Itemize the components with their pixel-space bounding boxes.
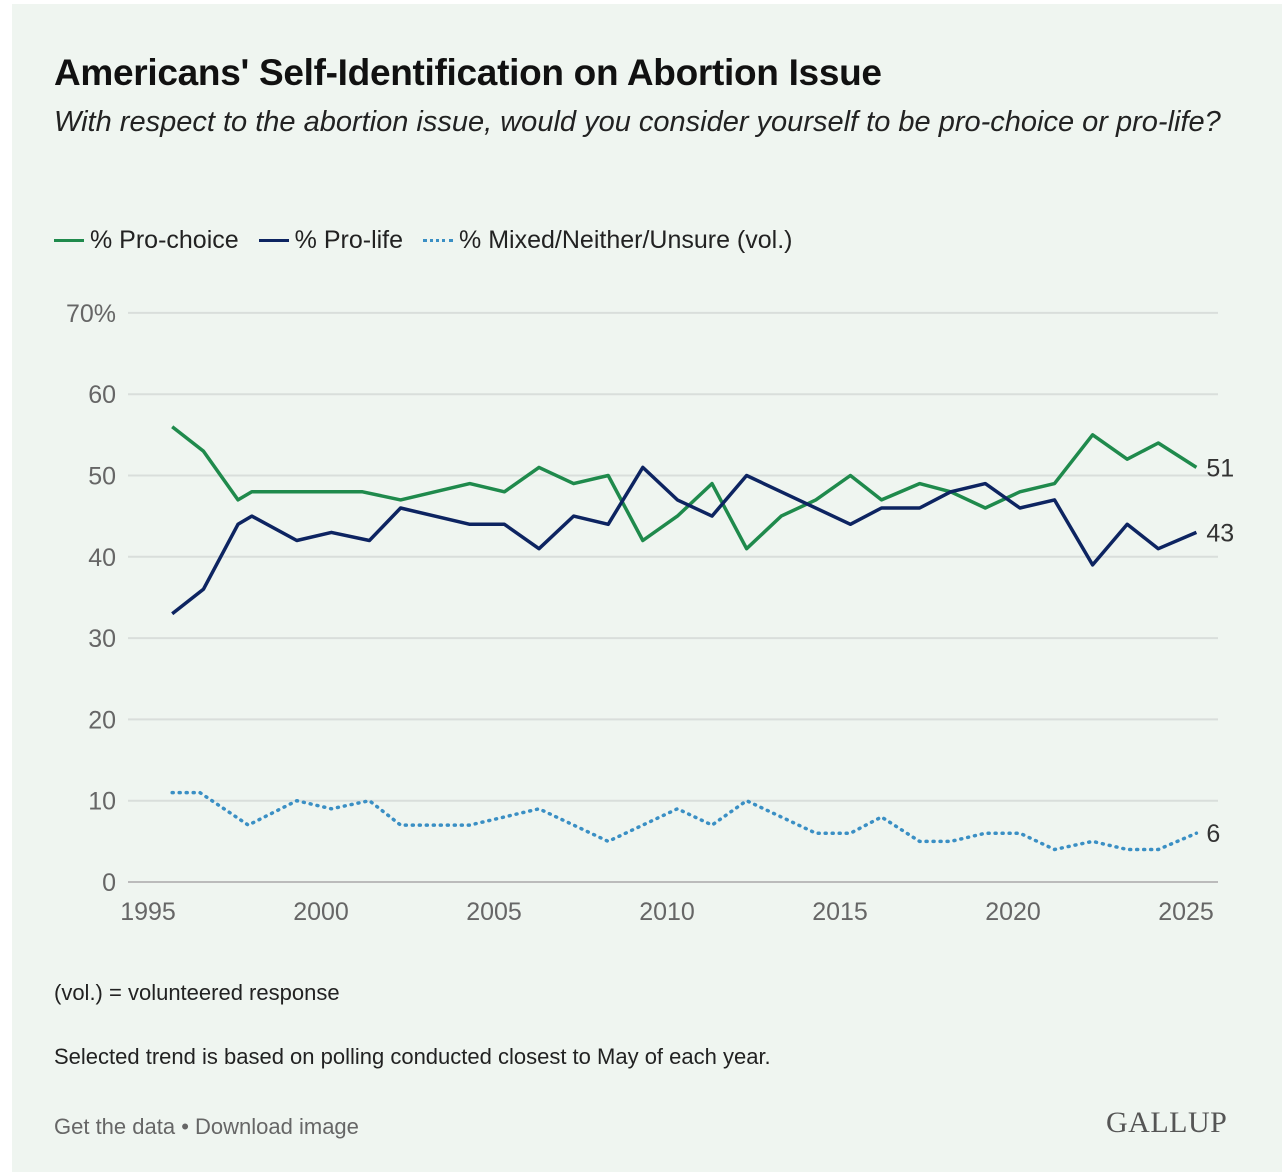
x-tick-label: 2020 (985, 898, 1041, 926)
y-tick-label: 0 (102, 869, 116, 897)
y-tick-label: 30 (88, 625, 116, 653)
y-tick-label: 10 (88, 788, 116, 816)
y-tick-label: 20 (88, 706, 116, 734)
legend-label: % Mixed/Neither/Unsure (vol.) (459, 226, 793, 254)
legend: % Pro-choice % Pro-life % Mixed/Neither/… (54, 226, 792, 255)
x-tick-label: 2000 (293, 898, 349, 926)
y-tick-label: 70% (66, 300, 116, 328)
x-tick-label: 2025 (1158, 898, 1214, 926)
x-tick-label: 1995 (120, 898, 176, 926)
vol-note: (vol.) = volunteered response (54, 980, 340, 1005)
x-tick-label: 2005 (466, 898, 522, 926)
end-label-pro-choice: 51 (1206, 454, 1234, 482)
chart-subtitle: With respect to the abortion issue, woul… (54, 106, 1221, 138)
legend-pro-choice: % Pro-choice (54, 226, 239, 255)
y-tick-label: 40 (88, 544, 116, 572)
series-line-pro-life (171, 465, 1198, 616)
end-label-pro-life: 43 (1206, 519, 1234, 547)
legend-swatch (54, 239, 84, 242)
chart-title: Americans' Self-Identification on Aborti… (54, 52, 882, 93)
footer-links: Get the data • Download image (54, 1114, 359, 1140)
download-image-link[interactable]: Download image (195, 1114, 359, 1139)
legend-label: % Pro-life (294, 226, 404, 254)
legend-label: % Pro-choice (90, 226, 239, 254)
x-tick-label: 2015 (812, 898, 868, 926)
end-label-mixed: 6 (1206, 820, 1220, 848)
gallup-logo: GALLUP (1106, 1106, 1228, 1139)
y-tick-label: 50 (88, 463, 116, 491)
chart-card (12, 4, 1282, 1172)
y-tick-label: 60 (88, 381, 116, 409)
get-data-link[interactable]: Get the data (54, 1114, 176, 1139)
series-line-pro-choice (171, 425, 1198, 551)
legend-pro-life: % Pro-life (258, 226, 404, 255)
x-tick-label: 2010 (639, 898, 695, 926)
legend-mixed: % Mixed/Neither/Unsure (vol.) (423, 226, 792, 255)
trend-note: Selected trend is based on polling condu… (54, 1044, 771, 1069)
legend-swatch (258, 239, 289, 242)
legend-swatch (423, 239, 454, 242)
separator: • (175, 1114, 196, 1139)
